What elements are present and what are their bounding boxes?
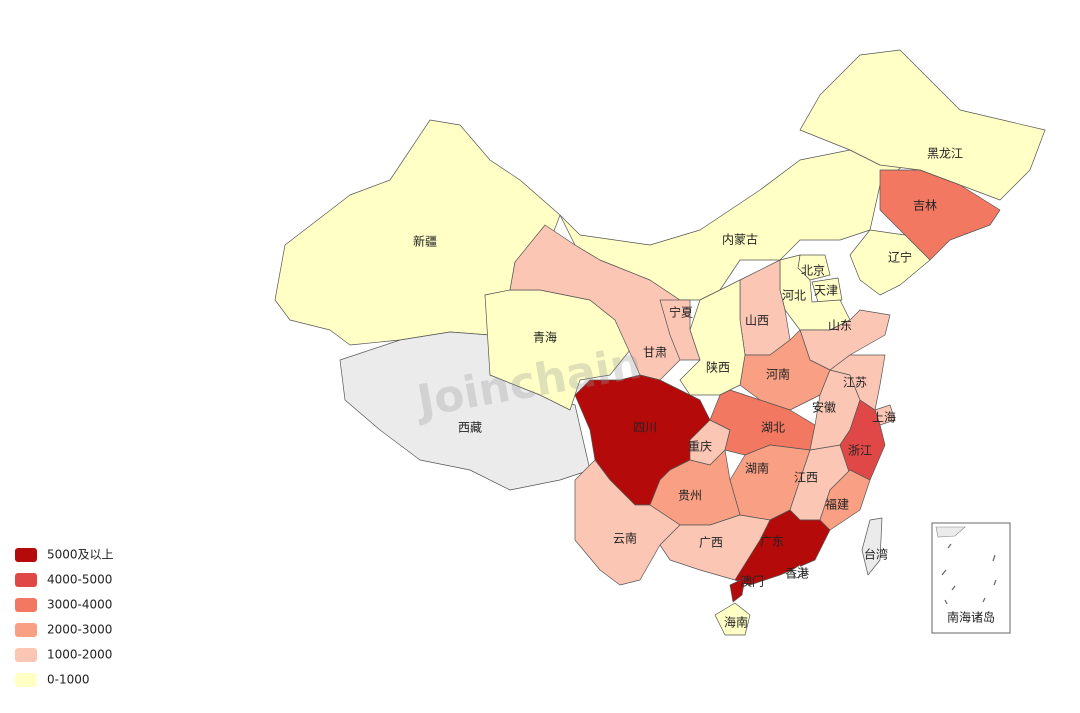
province-label: 湖北 <box>761 420 785 435</box>
province-label: 吉林 <box>913 199 937 213</box>
legend-swatch <box>15 598 37 612</box>
province <box>829 354 886 411</box>
legend-swatch <box>15 573 37 587</box>
inset-land <box>935 526 966 538</box>
province <box>714 602 751 636</box>
province-label: 河南 <box>766 367 790 382</box>
legend-label: 4000-5000 <box>47 573 112 587</box>
province-label: 上海 <box>872 410 896 425</box>
legend-label: 1000-2000 <box>47 648 112 662</box>
province-label: 贵州 <box>678 489 702 503</box>
province <box>734 509 831 586</box>
province-label: 重庆 <box>688 440 712 454</box>
province <box>659 299 701 361</box>
province-label: 宁夏 <box>669 305 693 320</box>
legend-label: 2000-3000 <box>47 623 112 637</box>
inset-islands <box>941 543 997 605</box>
province <box>839 399 886 481</box>
province-label: 四川 <box>633 421 657 435</box>
province-label: 云南 <box>613 531 637 546</box>
province-label: 澳门 <box>740 574 764 589</box>
province-label: 安徽 <box>812 400 836 415</box>
province-label: 天津 <box>814 284 838 298</box>
legend-swatch <box>15 548 37 562</box>
legend-swatch <box>15 648 37 662</box>
legend-label: 0-1000 <box>47 673 90 687</box>
province-label: 山西 <box>745 314 769 328</box>
legend-swatch <box>15 623 37 637</box>
inset-frame <box>931 522 1011 634</box>
province-label: 甘肃 <box>643 346 667 360</box>
province-label: 广西 <box>699 536 723 550</box>
province <box>811 277 843 303</box>
province-label: 辽宁 <box>888 250 912 265</box>
province-label: 香港 <box>785 567 809 581</box>
province <box>799 49 1046 201</box>
inset-label: 南海诸岛 <box>947 610 995 625</box>
province-label: 台湾 <box>864 547 888 562</box>
province <box>729 577 746 603</box>
province-label: 北京 <box>801 264 825 278</box>
province-label: 江西 <box>794 471 818 485</box>
province-label: 山东 <box>828 319 852 333</box>
province-label: 广东 <box>760 535 784 549</box>
province-label: 海南 <box>724 615 748 630</box>
province <box>791 564 806 579</box>
province-label: 内蒙古 <box>722 232 758 247</box>
province <box>879 169 1001 261</box>
legend: 5000及以上 4000-5000 3000-4000 2000-3000 1000-2… <box>15 548 114 687</box>
province-label: 黑龙江 <box>927 147 963 161</box>
legend-swatch <box>15 673 37 687</box>
province-label: 福建 <box>825 497 849 512</box>
province-label: 浙江 <box>848 444 872 458</box>
province-label: 河北 <box>782 289 806 303</box>
province <box>559 149 911 301</box>
province-label: 湖南 <box>745 461 769 476</box>
legend-label: 3000-4000 <box>47 598 112 612</box>
province <box>861 517 883 576</box>
regions <box>274 49 1046 636</box>
province <box>849 229 931 296</box>
province-label: 江苏 <box>843 376 867 390</box>
province-label: 青海 <box>533 330 557 345</box>
province-label: 陕西 <box>706 360 730 375</box>
province-label: 西藏 <box>458 421 482 435</box>
province-label: 新疆 <box>413 234 437 249</box>
legend-label: 5000及以上 <box>47 548 114 562</box>
